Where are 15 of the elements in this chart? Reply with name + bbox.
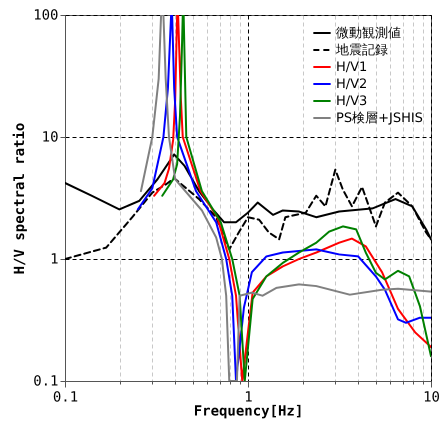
x-axis-title: Frequency[Hz] <box>194 404 304 420</box>
y-tick-label: 0.1 <box>33 374 58 390</box>
x-tick-label: 10 <box>423 390 440 406</box>
legend-label: H/V2 <box>336 77 368 92</box>
y-axis-title: H/V spectral ratio <box>12 122 28 274</box>
y-tick-label: 1 <box>50 252 58 268</box>
legend-label: 微動観測値 <box>336 26 401 41</box>
legend-label: H/V1 <box>336 60 368 75</box>
y-tick-label: 100 <box>33 8 58 24</box>
legend-label: 地震記録 <box>335 43 388 58</box>
x-tick-label: 0.1 <box>52 390 78 406</box>
legend-label: PS検層+JSHIS <box>336 111 423 126</box>
x-tick-label: 1 <box>244 390 253 406</box>
y-tick-label: 10 <box>42 130 58 146</box>
legend-label: H/V3 <box>336 94 368 109</box>
